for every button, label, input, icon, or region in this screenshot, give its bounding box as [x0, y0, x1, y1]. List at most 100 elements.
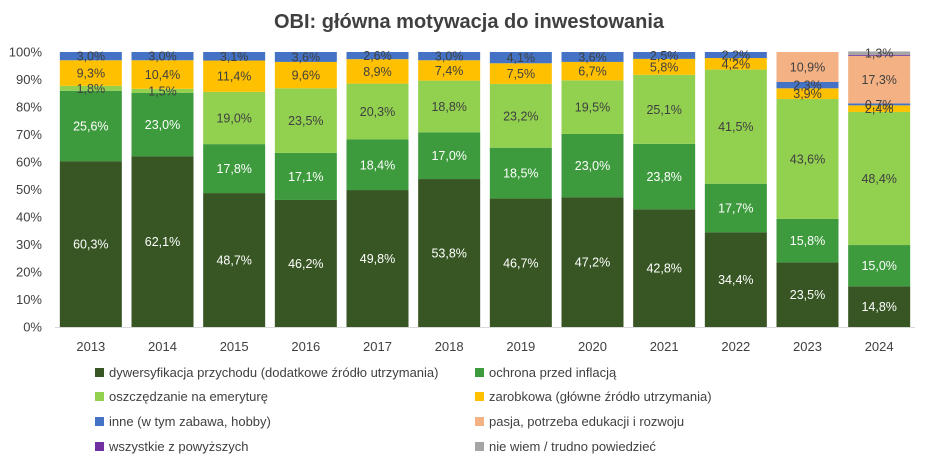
- y-tick-label: 30%: [16, 237, 42, 252]
- data-label: 5,8%: [650, 60, 679, 74]
- bar-segment: [489, 198, 552, 327]
- legend-label: ochrona przed inflacją: [489, 365, 617, 380]
- legend-swatch: [95, 368, 104, 377]
- data-label: 41,5%: [718, 120, 753, 134]
- bar-segment: [131, 88, 194, 93]
- data-label: 17,3%: [861, 73, 896, 87]
- data-label: 3,0%: [435, 50, 464, 64]
- legend-label: nie wiem / trudno powiedzieć: [489, 439, 656, 454]
- data-label: 3,1%: [220, 50, 249, 64]
- data-label: 17,1%: [288, 170, 323, 184]
- legend-swatch: [95, 417, 104, 426]
- data-label: 62,1%: [145, 235, 180, 249]
- y-axis: 0% 10% 20% 30% 40% 50% 60% 70% 80% 90% 100%: [9, 45, 43, 335]
- x-tick-label: 2014: [148, 339, 177, 354]
- bar-segment: [59, 85, 122, 91]
- data-label: 18,5%: [503, 167, 538, 181]
- data-label: 0,7%: [865, 98, 894, 112]
- bar-segment: [274, 152, 337, 200]
- bar-segment: [633, 58, 696, 75]
- data-label: 19,5%: [575, 101, 610, 115]
- bar-segment: [704, 52, 767, 59]
- bar-segment: [561, 52, 624, 62]
- data-label: 11,4%: [217, 70, 252, 84]
- x-tick-label: 2016: [291, 339, 320, 354]
- data-label: 10,4%: [145, 68, 180, 82]
- bar-segment: [561, 197, 624, 327]
- bar-segment: [489, 83, 552, 148]
- legend-swatch: [475, 392, 484, 401]
- data-label: 1,3%: [865, 47, 894, 61]
- data-label: 4,1%: [507, 51, 536, 65]
- data-label: 4,2%: [722, 57, 751, 71]
- data-label: 46,7%: [503, 256, 538, 270]
- bar-segment: [848, 286, 911, 327]
- data-label: 19,0%: [216, 112, 251, 126]
- y-tick-label: 20%: [16, 265, 42, 280]
- data-label: 34,4%: [718, 273, 753, 287]
- data-label: 47,2%: [575, 256, 610, 270]
- bar-segment: [346, 83, 409, 140]
- bar-segment: [418, 52, 481, 61]
- bars: [55, 51, 915, 328]
- data-label: 18,4%: [360, 158, 395, 172]
- data-label: 23,0%: [145, 118, 180, 132]
- bar-segment: [848, 245, 911, 287]
- bar-segment: [274, 88, 337, 153]
- bar-segment: [561, 61, 624, 81]
- bar-segment: [59, 60, 122, 86]
- x-tick-label: 2019: [506, 339, 535, 354]
- bar-segment: [633, 74, 696, 144]
- y-tick-label: 40%: [16, 210, 42, 225]
- data-label: 1,5%: [148, 84, 177, 98]
- data-label: 17,7%: [718, 202, 753, 216]
- bar-segment: [848, 51, 911, 56]
- x-tick-label: 2022: [721, 339, 750, 354]
- x-tick-label: 2018: [435, 339, 464, 354]
- data-label: 42,8%: [646, 262, 681, 276]
- bar-segment: [776, 218, 839, 263]
- data-label: 2,6%: [363, 49, 392, 63]
- data-label: 3,9%: [793, 87, 822, 101]
- x-tick-label: 2015: [220, 339, 249, 354]
- x-axis: 2013 2014 2015 2016 2017 2018 2019 2020 2021 2022…: [76, 339, 893, 354]
- data-label: 23,0%: [575, 159, 610, 173]
- bar-segment: [776, 262, 839, 327]
- bar-segment: [418, 179, 481, 327]
- x-tick-label: 2021: [650, 339, 679, 354]
- bar-segment: [848, 55, 911, 104]
- data-label: 23,5%: [790, 288, 825, 302]
- data-label: 14,8%: [861, 300, 896, 314]
- bar-segment: [848, 103, 911, 106]
- legend-label: inne (w tym zabawa, hobby): [109, 414, 271, 429]
- bar-segment: [203, 193, 266, 327]
- data-label: 18,8%: [431, 100, 466, 114]
- legend-swatch: [475, 442, 484, 451]
- x-tick-label: 2020: [578, 339, 607, 354]
- data-label: 9,3%: [77, 67, 106, 81]
- bar-segment: [418, 132, 481, 180]
- y-tick-label: 10%: [16, 292, 42, 307]
- legend-swatch: [95, 392, 104, 401]
- bar-segment: [131, 92, 194, 157]
- bar-segment: [633, 209, 696, 327]
- legend-label: oszczędzanie na emeryturę: [109, 389, 268, 404]
- bar-segment: [489, 52, 552, 64]
- data-label: 15,8%: [790, 234, 825, 248]
- data-label: 53,8%: [431, 247, 466, 261]
- data-label: 2,4%: [865, 102, 894, 116]
- legend-swatch: [475, 417, 484, 426]
- bar-segment: [203, 60, 266, 92]
- data-label: 6,7%: [578, 65, 607, 79]
- chart-title: OBI: główna motywacja do inwestowania: [274, 11, 665, 33]
- bar-segment: [59, 52, 122, 61]
- data-labels: 60,3% 25,6% 1,8%9,3% 3,0% 62,1% 23,0% 1,5% 10,4…: [73, 47, 897, 314]
- data-label: 25,6%: [73, 119, 108, 133]
- bar-segment: [59, 90, 122, 162]
- bar-segment: [346, 52, 409, 60]
- x-tick-label: 2013: [76, 339, 105, 354]
- bar-segment: [274, 199, 337, 327]
- data-label: 46,2%: [288, 257, 323, 271]
- bar-segment: [633, 52, 696, 59]
- y-tick-label: 0%: [23, 320, 42, 335]
